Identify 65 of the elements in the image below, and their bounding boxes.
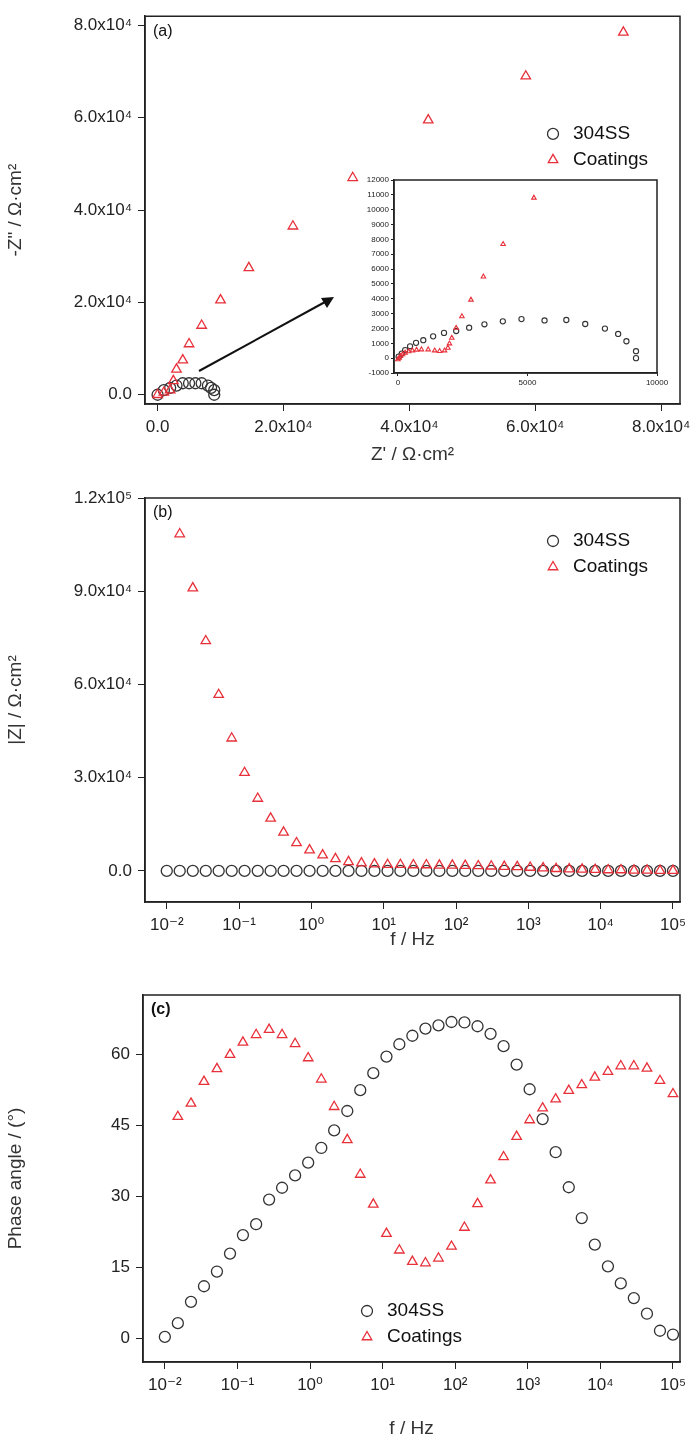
x-tick-label: 10⁵ <box>660 914 686 934</box>
y-tick-label: 9.0x10⁴ <box>73 580 132 600</box>
legend-label: 304SS <box>573 529 631 551</box>
x-tick-label: 0.0 <box>145 416 170 436</box>
x-tick-label: 10⁰ <box>297 1374 324 1394</box>
x-tick-label: 0 <box>395 378 401 387</box>
y-tick-label: 8.0x10⁴ <box>73 15 132 35</box>
x-tick-label: 8.0x10⁴ <box>631 416 691 436</box>
x-tick-label: 10⁻¹ <box>220 1374 255 1394</box>
x-tick-label: 2.0x10⁴ <box>254 416 313 436</box>
y-tick-label: 0 <box>384 353 390 363</box>
x-tick-label: 10⁰ <box>298 914 325 934</box>
x-tick-label: 10³ <box>516 914 541 934</box>
x-tick-label: 10¹ <box>370 1374 396 1394</box>
y-tick-label: 4000 <box>371 293 390 303</box>
x-tick-label: 5000 <box>518 378 537 387</box>
x-tick-label: 10⁻² <box>150 914 184 934</box>
y-tick-label: 2000 <box>371 323 390 333</box>
chart-title: (a) <box>153 21 173 39</box>
y-tick-label: 10000 <box>366 204 390 214</box>
y-tick-label: 9000 <box>371 219 390 229</box>
x-axis-title: f / Hz <box>390 927 435 949</box>
y-tick-label: 4.0x10⁴ <box>73 199 132 219</box>
legend-label: 304SS <box>387 1299 445 1321</box>
y-axis-title: Phase angle / (°) <box>3 1107 25 1250</box>
y-tick-label: 1.2x10⁵ <box>73 487 132 507</box>
x-tick-label: 10⁴ <box>587 1374 614 1394</box>
x-tick-label: 10² <box>443 914 469 934</box>
y-tick-label: 3.0x10⁴ <box>73 767 132 787</box>
y-tick-label: 8000 <box>371 234 390 244</box>
x-axis-title: f / Hz <box>389 1416 434 1438</box>
x-tick-label: 10000 <box>645 378 669 387</box>
x-axis-title: Z' / Ω·cm² <box>370 442 455 464</box>
x-tick-label: 6.0x10⁴ <box>506 416 565 436</box>
y-tick-label: 30 <box>111 1185 130 1205</box>
y-tick-label: 0 <box>120 1328 130 1348</box>
y-tick-label: 60 <box>111 1043 130 1063</box>
legend-label: 304SS <box>573 122 631 144</box>
y-tick-label: 11000 <box>367 190 390 200</box>
y-axis-title: |Z| / Ω·cm² <box>3 655 25 745</box>
y-tick-label: 6000 <box>371 264 390 274</box>
y-tick-label: -1000 <box>368 368 390 378</box>
legend-label: Coatings <box>573 555 649 577</box>
y-tick-label: 12000 <box>366 175 390 185</box>
chart-title: (c) <box>151 1000 171 1018</box>
y-tick-label: 6.0x10⁴ <box>73 107 132 127</box>
y-tick-label: 15 <box>111 1256 130 1276</box>
y-tick-label: 7000 <box>371 249 390 259</box>
y-tick-label: 2.0x10⁴ <box>73 292 132 312</box>
x-tick-label: 10⁻¹ <box>222 914 257 934</box>
y-tick-label: 5000 <box>371 279 390 289</box>
x-tick-label: 10⁻² <box>148 1374 182 1394</box>
y-tick-label: 6.0x10⁴ <box>73 674 132 694</box>
x-tick-label: 10³ <box>515 1374 541 1394</box>
chart-title: (b) <box>153 503 173 521</box>
legend-label: Coatings <box>387 1325 463 1347</box>
x-tick-label: 10⁵ <box>659 1374 686 1394</box>
legend-label: Coatings <box>573 148 649 170</box>
x-tick-label: 10⁴ <box>587 914 614 934</box>
y-axis-title: -Z" / Ω·cm² <box>3 163 25 257</box>
y-tick-label: 3000 <box>371 308 390 318</box>
y-tick-label: 1000 <box>371 338 390 348</box>
y-tick-label: 0.0 <box>108 860 132 880</box>
y-tick-label: 45 <box>111 1114 130 1134</box>
x-tick-label: 10² <box>442 1374 468 1394</box>
